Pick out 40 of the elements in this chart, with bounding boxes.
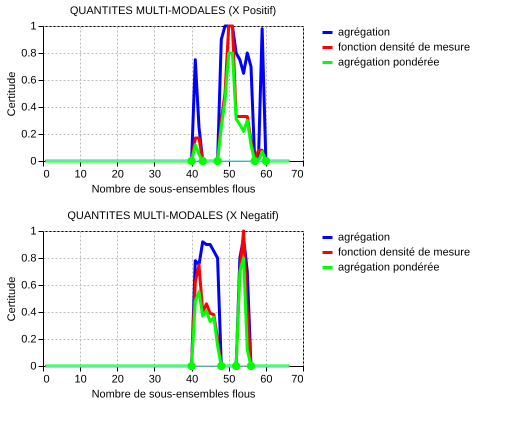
chart-title: QUANTITES MULTI-MODALES (X Negatif) xyxy=(67,210,279,222)
x-tick-label: 50 xyxy=(223,168,236,180)
legend-label: agrégation xyxy=(338,232,390,244)
y-tick-label: 1 xyxy=(30,20,36,32)
y-tick-label: 0.2 xyxy=(21,128,36,140)
x-tick-label: 30 xyxy=(148,374,162,386)
x-tick-label: 10 xyxy=(74,168,87,180)
y-axis-title: Certitude xyxy=(6,72,18,116)
x-tick-label: 60 xyxy=(260,374,272,386)
x-tick-label: 10 xyxy=(74,374,87,386)
x-tick-label: 0 xyxy=(44,374,50,386)
x-tick-label: 40 xyxy=(186,168,198,180)
y-tick-label: 0.4 xyxy=(21,102,36,114)
x-tick-label: 50 xyxy=(223,374,236,386)
x-tick-label: 60 xyxy=(260,168,272,180)
x-tick-label: 70 xyxy=(291,374,304,386)
y-tick-label: 0.6 xyxy=(21,74,36,86)
x-tick-label: 40 xyxy=(186,374,198,386)
y-tick-label: 0.8 xyxy=(21,252,36,264)
x-tick-label: 20 xyxy=(112,168,124,180)
legend-label: fonction densité de mesure xyxy=(338,42,470,54)
x-axis-title: Nombre de sous-ensembles flous xyxy=(92,388,256,400)
legend-label: agrégation pondérée xyxy=(338,56,440,68)
x-tick-label: 0 xyxy=(44,168,50,180)
legend-label: fonction densité de mesure xyxy=(338,246,470,258)
legend-label: agrégation xyxy=(338,26,390,38)
x-axis-title: Nombre de sous-ensembles flous xyxy=(92,184,256,196)
x-tick-label: 30 xyxy=(148,168,162,180)
y-tick-label: 0.4 xyxy=(21,306,36,318)
legend-label: agrégation pondérée xyxy=(338,262,440,274)
x-tick-label: 20 xyxy=(112,374,124,386)
y-tick-label: 0.2 xyxy=(21,334,36,346)
x-tick-label: 70 xyxy=(291,168,304,180)
y-tick-label: 0.8 xyxy=(21,48,36,60)
chart-title: QUANTITES MULTI-MODALES (X Positif) xyxy=(70,5,276,17)
y-tick-label: 0 xyxy=(30,360,36,372)
y-axis-title: Certitude xyxy=(6,276,18,322)
y-tick-label: 0 xyxy=(30,156,36,168)
y-tick-label: 0.6 xyxy=(21,280,36,292)
y-tick-label: 1 xyxy=(30,226,36,238)
